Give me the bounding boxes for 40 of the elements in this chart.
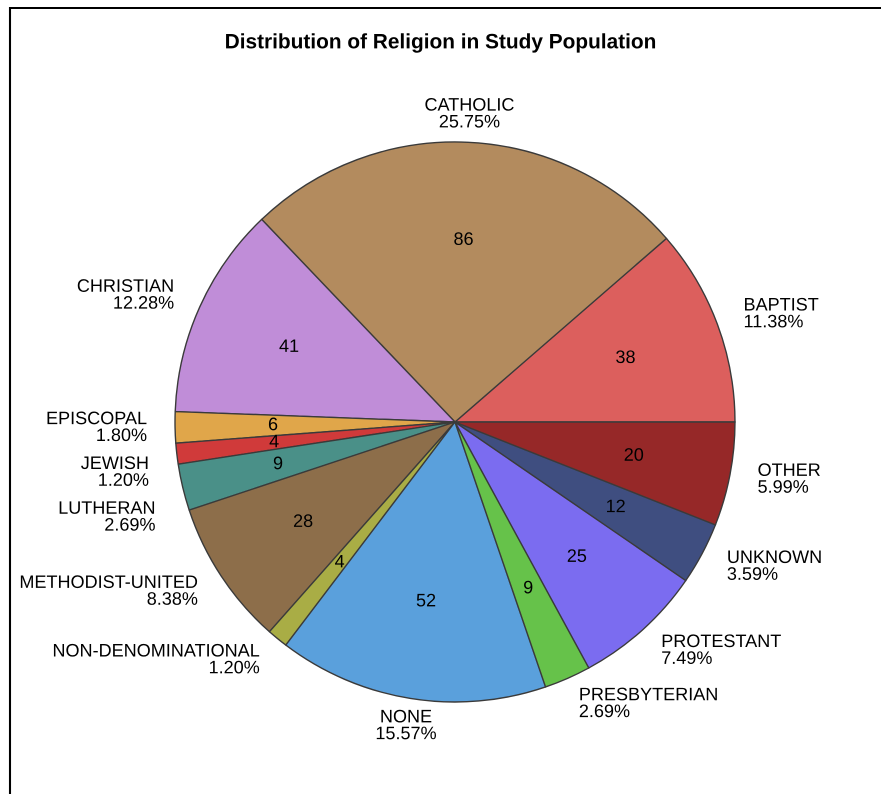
slice-label: NON-DENOMINATIONAL	[54, 644, 260, 657]
text: 9	[274, 456, 282, 470]
slice-label: UNKNOWN	[728, 550, 821, 564]
text: 20	[624, 448, 644, 461]
slice-label: OTHER	[758, 463, 820, 476]
data-label: 3.59%	[728, 567, 778, 580]
data-label: 1.20%	[210, 660, 260, 674]
slice-label: BAPTIST	[745, 298, 818, 311]
text: 9	[524, 580, 532, 594]
text: 41	[279, 340, 298, 352]
data-label: 5.99%	[758, 480, 808, 493]
text: 52	[416, 594, 436, 607]
text: 38	[616, 350, 635, 364]
text: 4	[335, 555, 344, 568]
slice-label: CHRISTIAN	[78, 279, 173, 292]
slice-label: NONE	[381, 710, 432, 723]
data-label: 1.80%	[97, 428, 146, 442]
text: 28	[294, 514, 312, 528]
data-label: 2.69%	[580, 704, 630, 718]
text: 86	[454, 232, 473, 246]
slice-label: EPISCOPAL	[48, 412, 146, 424]
data-label: 11.38%	[744, 314, 803, 328]
data-label: 12.28%	[114, 296, 174, 309]
slice-label: CATHOLIC	[425, 98, 514, 111]
data-label: 7.49%	[662, 651, 712, 664]
data-label: 8.38%	[148, 592, 198, 605]
chart-title: Distribution of Religion in Study Population	[226, 33, 656, 53]
slice-label: PROTESTANT	[662, 634, 781, 648]
data-label: 25.75%	[440, 114, 500, 128]
slice-label: METHODIST-UNITED	[20, 575, 198, 588]
slice-label: JEWISH	[81, 456, 148, 470]
text: 25	[568, 549, 586, 562]
slice-label: LUTHERAN	[60, 501, 154, 514]
slice-label: PRESBYTERIAN	[580, 688, 717, 700]
data-label: 2.69%	[105, 518, 155, 531]
text: 4	[270, 434, 279, 448]
data-label: 15.57%	[376, 726, 436, 740]
data-label: 1.20%	[99, 473, 148, 486]
text: 6	[268, 418, 278, 430]
text: 12	[607, 500, 625, 512]
